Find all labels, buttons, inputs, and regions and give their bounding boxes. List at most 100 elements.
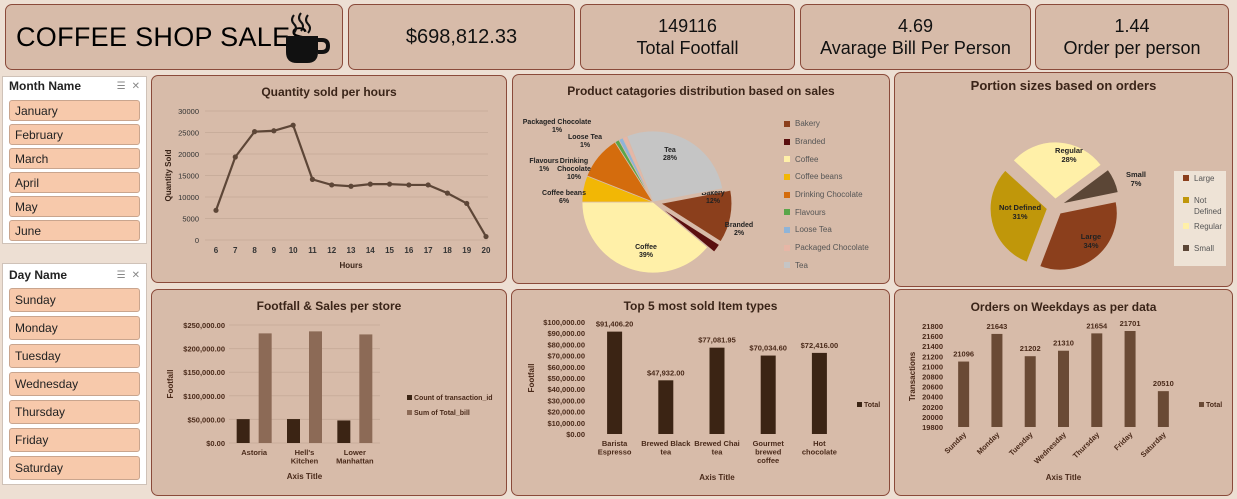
slicer-item-thursday[interactable]: Thursday: [9, 400, 140, 424]
legend-swatch: [784, 120, 790, 127]
pie-slice-not-defined: [989, 169, 1048, 263]
slicer-item-april[interactable]: April: [9, 172, 140, 193]
legend-item: Coffee beans: [784, 168, 869, 186]
bar: [1124, 330, 1136, 427]
x-tick-label: Brewed Black tea: [641, 439, 691, 457]
x-tick-label: Hot chocolate: [802, 439, 837, 457]
y-tick-label: 21800: [922, 322, 943, 331]
pie-slice-large: [1039, 201, 1118, 271]
pie-label: Not Defined 31%: [999, 203, 1042, 221]
y-tick-label: $40,000.00: [547, 385, 585, 394]
legend-swatch: [1183, 245, 1189, 251]
legend-item: Flavours: [784, 203, 869, 221]
slicer-item-may[interactable]: May: [9, 196, 140, 217]
legend-label: Drinking Chocolate: [795, 190, 863, 200]
x-tick-label: 11: [308, 246, 317, 255]
x-tick-label: 7: [233, 246, 238, 255]
legend-label: Total: [864, 402, 880, 409]
pie-label: Regular 28%: [1055, 146, 1083, 164]
legend-swatch: [1183, 175, 1189, 181]
data-label: $91,406.20: [596, 320, 634, 329]
month-slicer[interactable]: Month Name ☰ ✕ January February March Ap…: [2, 76, 147, 244]
bar: [1091, 333, 1103, 427]
bar: [991, 333, 1003, 427]
slicer-item-sunday[interactable]: Sunday: [9, 288, 140, 312]
y-tick-label: 21000: [922, 362, 943, 371]
slicer-item-monday[interactable]: Monday: [9, 316, 140, 340]
bar: [607, 331, 623, 434]
chart-canvas: $0.00 $50,000.00 $100,000.00 $150,000.00 $20…: [166, 321, 493, 481]
slicer-item-label: Monday: [15, 321, 58, 335]
day-slicer[interactable]: Day Name ☰ ✕ Sunday Monday Tuesday Wedne…: [2, 263, 147, 485]
y-tick-label: 10000: [178, 193, 199, 202]
kpi-label: Avarage Bill Per Person: [820, 38, 1011, 58]
legend-item: Loose Tea: [784, 221, 869, 239]
slicer-item-february[interactable]: February: [9, 124, 140, 145]
slicer-item-friday[interactable]: Friday: [9, 428, 140, 452]
slicer-item-january[interactable]: January: [9, 100, 140, 121]
chart-canvas: Bakery 12% Branded 2% Coffee 39% Coffee beans 6…: [523, 119, 753, 274]
clear-filter-icon[interactable]: ✕: [131, 80, 140, 92]
slicer-item-tuesday[interactable]: Tuesday: [9, 344, 140, 368]
x-tick-label: Barista Espresso: [598, 439, 632, 457]
bar: [709, 347, 725, 434]
pie-label: Bakery 12%: [701, 190, 724, 205]
kpi-total-footfall: 149116 Total Footfall: [580, 4, 795, 70]
legend-swatch: [784, 244, 790, 251]
slicer-item-label: March: [15, 151, 49, 166]
data-label: $72,416.00: [801, 341, 839, 350]
multi-select-icon[interactable]: ☰: [116, 80, 126, 92]
day-slicer-header: Day Name ☰ ✕: [3, 266, 146, 284]
bar: [1157, 391, 1169, 427]
y-tick-label: 21600: [922, 332, 943, 341]
y-tick-label: 21400: [922, 342, 943, 351]
data-point: [309, 176, 316, 182]
slicer-item-june[interactable]: June: [9, 220, 140, 241]
legend-label: Bakery: [795, 119, 820, 129]
y-axis-title: Quantity Sold: [164, 149, 173, 201]
x-tick-label: 17: [424, 246, 433, 255]
legend-swatch: [407, 410, 412, 415]
quantity-per-hour-chart: Quantity sold per hours 0 5000 10000 15000 2…: [151, 75, 507, 283]
data-point: [483, 233, 489, 240]
legend-label: Regular: [1194, 222, 1223, 231]
y-tick-label: 20000: [178, 150, 199, 159]
data-label: $47,932.00: [647, 368, 685, 377]
y-tick-label: $10,000.00: [547, 419, 585, 428]
legend-swatch: [857, 402, 862, 407]
data-label: 21310: [1053, 339, 1074, 348]
x-tick-label: 9: [272, 246, 277, 255]
data-label: 21643: [986, 322, 1007, 331]
slicer-item-wednesday[interactable]: Wednesday: [9, 372, 140, 396]
multi-select-icon[interactable]: ☰: [116, 269, 126, 281]
chart-legend: Large Not Defined Regular Small: [1174, 171, 1226, 266]
y-tick-label: $30,000.00: [547, 396, 585, 405]
kpi-avg-bill: 4.69 Avarage Bill Per Person: [800, 4, 1031, 70]
x-tick-label: Tuesday: [1007, 429, 1035, 457]
chart-title: Top 5 most sold Item types: [623, 299, 778, 313]
slicer-item-label: Thursday: [15, 405, 66, 419]
pie-label: Coffee 39%: [635, 244, 657, 259]
data-label: $77,081.95: [698, 336, 736, 345]
chart-canvas: $0.00 $10,000.00 $20,000.00 $30,000.00 $40,0…: [527, 318, 880, 482]
data-label: 20510: [1153, 379, 1174, 388]
x-tick-label: Lower Manhattan: [336, 448, 374, 466]
slicer-item-label: Sunday: [15, 293, 56, 307]
slicer-item-march[interactable]: March: [9, 148, 140, 169]
slicer-item-saturday[interactable]: Saturday: [9, 456, 140, 480]
legend-item: Tea: [784, 257, 869, 275]
legend-label: Large: [1194, 174, 1215, 183]
x-tick-label: 19: [462, 246, 471, 255]
bar: [236, 419, 250, 443]
legend-swatch: [784, 156, 790, 163]
slicer-item-label: June: [15, 223, 42, 238]
y-tick-label: 20400: [922, 393, 943, 402]
day-slicer-title: Day Name: [9, 268, 68, 282]
legend-swatch: [784, 173, 790, 180]
y-tick-label: $50,000.00: [187, 415, 225, 424]
legend-item: Branded: [784, 133, 869, 151]
y-tick-label: 15000: [178, 172, 199, 181]
x-tick-label: 8: [252, 246, 257, 255]
x-tick-label: 20: [482, 246, 491, 255]
clear-filter-icon[interactable]: ✕: [131, 269, 140, 281]
